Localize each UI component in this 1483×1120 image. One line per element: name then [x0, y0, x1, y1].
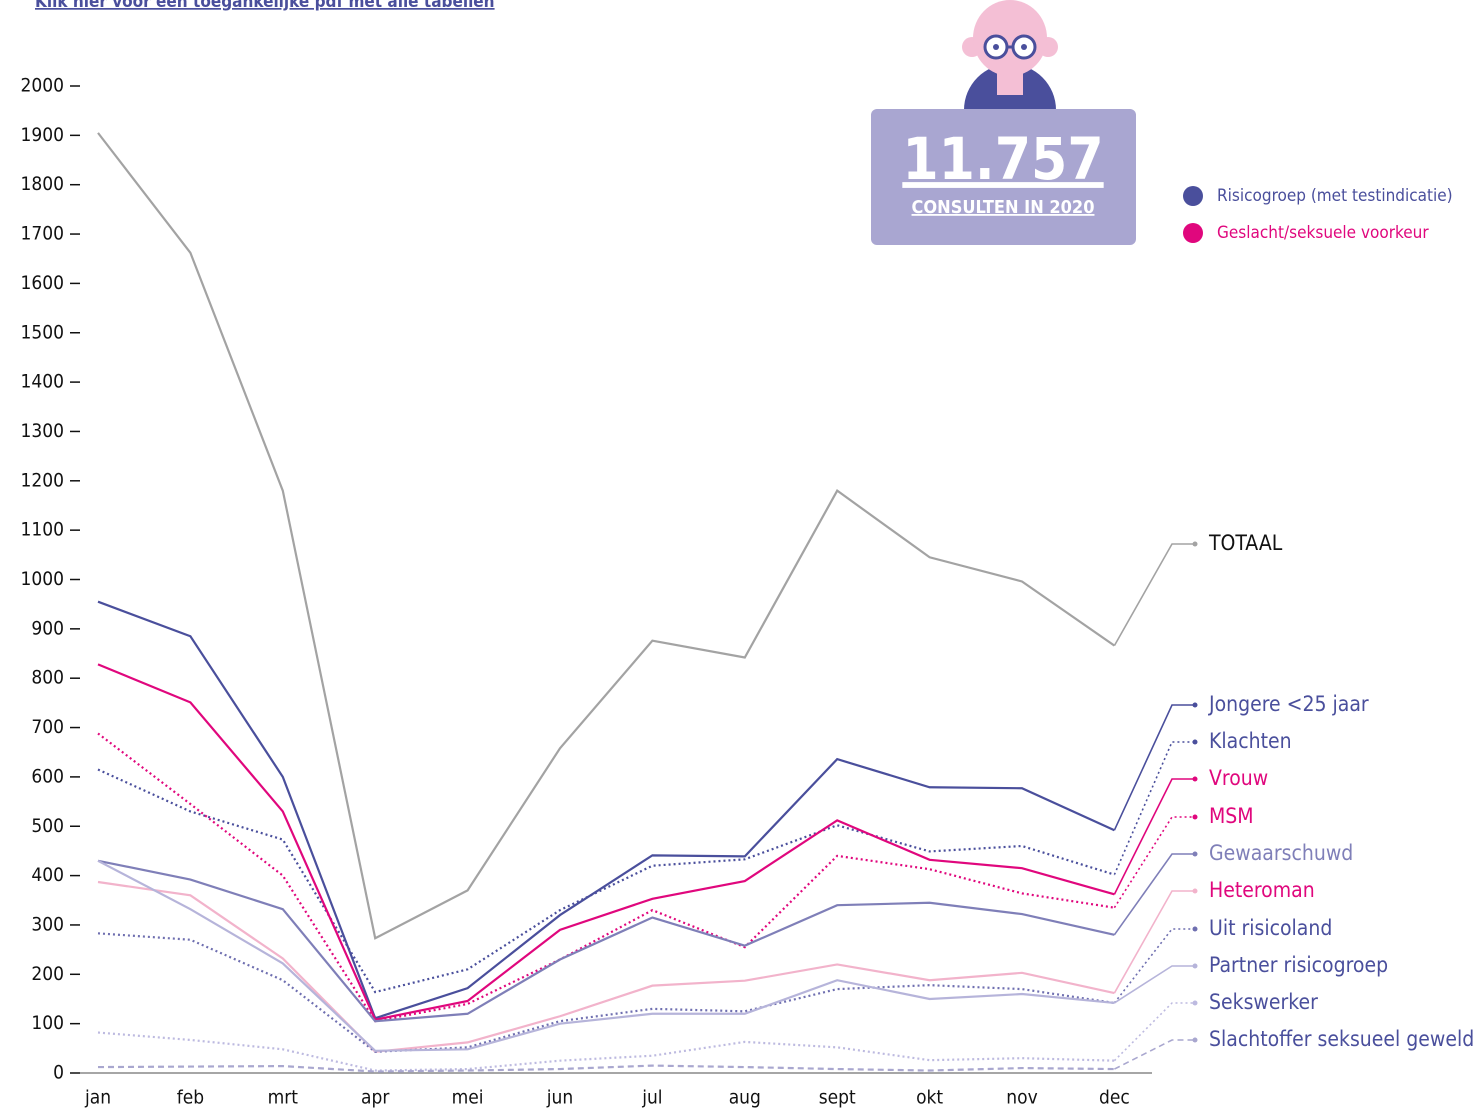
y-tick-label: 1000: [21, 568, 65, 590]
badge: [871, 109, 1136, 245]
y-tick-label: 1100: [21, 519, 65, 541]
y-tick-label: 900: [31, 617, 64, 639]
label-connector: [1113, 778, 1195, 895]
legend-swatch: [1183, 186, 1203, 206]
series-line: [97, 1031, 1115, 1072]
x-tick-label: feb: [177, 1087, 204, 1109]
series-line: [97, 1064, 1115, 1073]
x-tick-label: apr: [361, 1087, 390, 1109]
label-connector: [1113, 704, 1195, 831]
label-connector: [1113, 890, 1195, 994]
series-line: [97, 768, 1115, 994]
label-connector: [1113, 928, 1195, 1004]
avatar: [962, 0, 1058, 110]
y-tick-label: 0: [53, 1062, 64, 1084]
x-tick-label: jan: [84, 1087, 111, 1109]
series-line: [97, 859, 1115, 1052]
badge-number: 11.757: [902, 125, 1103, 193]
x-tick-label: nov: [1006, 1087, 1037, 1109]
label-dot: [1192, 776, 1198, 782]
y-tick-label: 1900: [21, 124, 65, 146]
x-tick-label: dec: [1099, 1087, 1130, 1109]
label-connector: [1113, 853, 1195, 936]
series-label: Gewaarschuwd: [1209, 841, 1353, 865]
series-line: [97, 663, 1115, 1021]
series-label: Uit risicoland: [1209, 916, 1332, 940]
series-label: MSM: [1209, 804, 1254, 828]
y-tick-label: 1800: [21, 173, 65, 195]
y-tick-label: 1200: [21, 469, 65, 491]
badge-caption: CONSULTEN IN 2020: [912, 197, 1095, 218]
label-dot: [1192, 963, 1198, 969]
y-tick-label: 400: [31, 864, 64, 886]
series-label: Heteroman: [1209, 878, 1315, 902]
label-dot: [1192, 814, 1198, 820]
x-tick-label: jun: [546, 1087, 573, 1109]
y-tick-label: 1700: [21, 223, 65, 245]
label-dot: [1192, 702, 1198, 708]
label-dot: [1192, 1000, 1198, 1006]
y-tick-label: 1300: [21, 420, 65, 442]
series-label: Jongere <25 jaar: [1208, 692, 1369, 716]
label-connector: [1113, 816, 1195, 909]
label-connector: [1113, 1002, 1195, 1062]
series-line: [97, 859, 1115, 1023]
label-connector: [1114, 1039, 1195, 1070]
y-tick-label: 700: [31, 716, 64, 738]
legend-label: Geslacht/seksuele voorkeur: [1217, 223, 1429, 243]
label-connector: [1113, 543, 1195, 647]
y-tick-label: 100: [31, 1012, 64, 1034]
legend-swatch: [1183, 223, 1203, 243]
y-tick-label: 1600: [21, 272, 65, 294]
x-tick-label: sept: [819, 1087, 856, 1109]
y-tick-label: 800: [31, 667, 64, 689]
y-tick-label: 1500: [21, 321, 65, 343]
series-line: [97, 732, 1115, 1023]
label-dot: [1192, 541, 1198, 547]
series-line: [97, 932, 1115, 1053]
y-tick-label: 200: [31, 963, 64, 985]
series-label: Slachtoffer seksueel geweld: [1209, 1027, 1474, 1051]
label-dot: [1192, 1037, 1198, 1043]
label-dot: [1192, 739, 1198, 745]
y-tick-label: 1400: [21, 371, 65, 393]
y-tick-label: 2000: [21, 75, 65, 97]
series-line: [97, 132, 1116, 940]
label-dot: [1192, 851, 1198, 857]
series-label: Sekswerker: [1209, 990, 1318, 1014]
series-label: Partner risicogroep: [1209, 953, 1388, 977]
series-label: Klachten: [1209, 729, 1292, 753]
series-label: Vrouw: [1209, 766, 1268, 790]
x-tick-label: mrt: [268, 1087, 299, 1109]
label-dot: [1192, 926, 1198, 932]
pdf-link[interactable]: Klik hier voor een toegankelijke pdf met…: [35, 0, 495, 12]
x-tick-label: aug: [729, 1087, 761, 1109]
series-label: TOTAAL: [1208, 531, 1283, 555]
x-tick-label: mei: [452, 1087, 484, 1109]
series-line: [97, 880, 1115, 1053]
y-tick-label: 600: [31, 765, 64, 787]
legend-label: Risicogroep (met testindicatie): [1217, 186, 1453, 206]
series-line: [97, 600, 1115, 1020]
x-tick-label: okt: [916, 1087, 943, 1109]
y-tick-label: 500: [31, 815, 64, 837]
x-tick-label: jul: [641, 1087, 662, 1109]
y-tick-label: 300: [31, 913, 64, 935]
label-connector: [1113, 965, 1195, 1004]
label-dot: [1192, 888, 1198, 894]
